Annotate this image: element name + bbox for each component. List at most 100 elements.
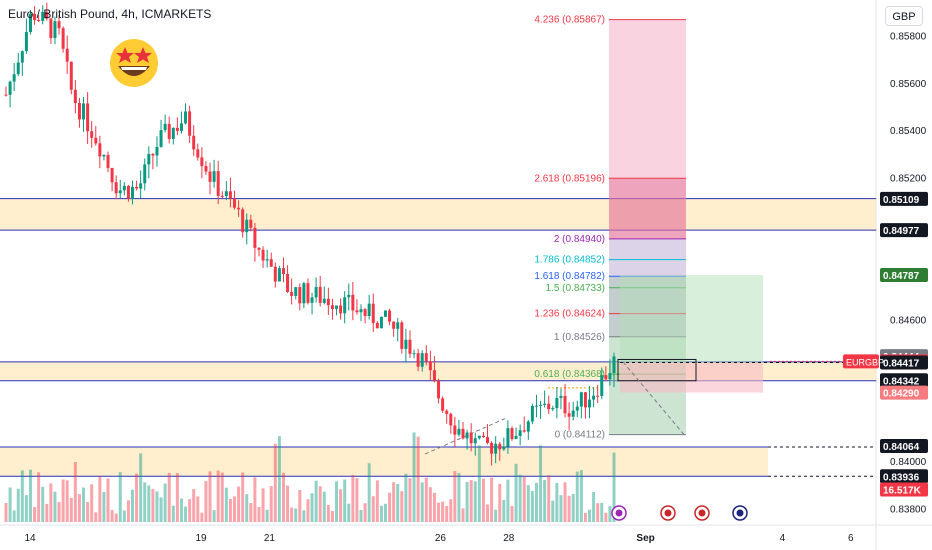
currency-button[interactable]: GBP	[885, 6, 923, 26]
volume-bar	[322, 491, 326, 522]
price-label-text: 0.84342	[883, 376, 920, 387]
candle	[420, 353, 424, 367]
volume-bar	[184, 506, 188, 522]
position-loss-zone[interactable]	[620, 362, 763, 393]
volume-bar	[514, 463, 518, 522]
volume-bar	[579, 470, 583, 522]
price-label-box	[880, 268, 928, 283]
volume-bar	[428, 487, 432, 522]
candle	[175, 127, 179, 131]
position-profit-zone[interactable]	[620, 275, 763, 363]
volume-bar	[114, 513, 118, 522]
candle	[314, 286, 318, 298]
volume-bar	[257, 506, 261, 522]
volume-bar	[147, 485, 151, 522]
volume-bar	[224, 487, 228, 522]
volume-bar	[600, 502, 604, 522]
volume-bar	[245, 494, 249, 522]
candle	[269, 259, 273, 267]
volume-bar	[45, 503, 49, 522]
volume-bar	[526, 485, 530, 522]
volume-bar	[175, 473, 179, 522]
volume-bar	[37, 472, 41, 522]
candle	[171, 127, 175, 139]
volume-bar	[20, 470, 24, 522]
candle	[392, 321, 396, 329]
candle	[86, 103, 90, 132]
volume-bar	[208, 471, 212, 522]
volume-bar	[583, 512, 587, 522]
candle	[534, 405, 538, 407]
volume-bar	[330, 510, 334, 522]
volume-bar	[453, 471, 457, 522]
volume-bar	[465, 481, 469, 522]
candle	[481, 435, 485, 438]
candle	[543, 403, 547, 405]
candle	[592, 395, 596, 400]
candle	[53, 21, 57, 39]
candle	[12, 74, 16, 82]
volume-bar	[371, 496, 375, 522]
candle	[367, 303, 371, 316]
candle	[335, 305, 339, 309]
fib-level-label: 1.5 (0.84733)	[546, 283, 606, 294]
price-tick-label: 0.83800	[890, 504, 927, 515]
volume-bar	[339, 489, 343, 522]
volume-bar	[437, 502, 441, 522]
volume-bar	[563, 482, 567, 522]
uk-flag-icon-dot	[698, 509, 706, 517]
price-label-text: 0.85109	[883, 195, 920, 206]
candle	[506, 428, 510, 447]
volume-bar	[392, 482, 396, 522]
volume-bar	[163, 483, 167, 522]
volume-bar	[188, 499, 192, 522]
fib-level-label: 0 (0.84112)	[555, 430, 605, 441]
price-label-box	[880, 191, 928, 206]
volume-bar	[441, 501, 445, 522]
price-label-text: 16.517K	[883, 486, 922, 497]
volume-bar	[318, 486, 322, 522]
volume-bar	[343, 479, 347, 522]
time-tick-label: Sep	[636, 533, 654, 544]
candle	[192, 135, 196, 150]
candle	[49, 18, 53, 39]
volume-bar	[457, 473, 461, 522]
volume-bar	[33, 507, 37, 522]
candle	[355, 310, 359, 313]
candle	[249, 219, 253, 228]
volume-bar	[510, 505, 514, 522]
price-label-box	[880, 373, 928, 388]
price-label-text: 0.84787	[883, 271, 920, 282]
volume-bar	[220, 472, 224, 522]
volume-bar	[98, 476, 102, 522]
volume-bar	[588, 509, 592, 522]
candle	[449, 413, 453, 426]
candle	[310, 297, 314, 303]
volume-bar	[551, 500, 555, 522]
candle	[588, 399, 592, 408]
volume-bar	[237, 486, 241, 522]
volume-bar	[179, 498, 183, 522]
volume-bar	[57, 502, 61, 522]
candle	[33, 13, 37, 21]
zone-box	[0, 198, 876, 231]
candle	[233, 198, 237, 208]
time-tick-label: 14	[24, 533, 36, 544]
volume-bar	[490, 477, 494, 522]
trend-dashed-line	[424, 418, 506, 455]
candle	[302, 283, 306, 304]
symbol-title: Euro / British Pound, 4h, ICMARKETS	[8, 7, 212, 21]
candle	[563, 395, 567, 414]
volume-bar	[298, 490, 302, 522]
fib-band	[609, 178, 686, 239]
candle	[498, 443, 502, 450]
volume-bar	[110, 510, 114, 522]
candle	[41, 11, 45, 21]
candle	[155, 146, 159, 156]
price-label-box	[880, 385, 928, 400]
candle	[339, 305, 343, 314]
volume-bar	[416, 436, 420, 522]
price-tick-label: 0.85800	[890, 31, 927, 42]
candle	[555, 397, 559, 408]
